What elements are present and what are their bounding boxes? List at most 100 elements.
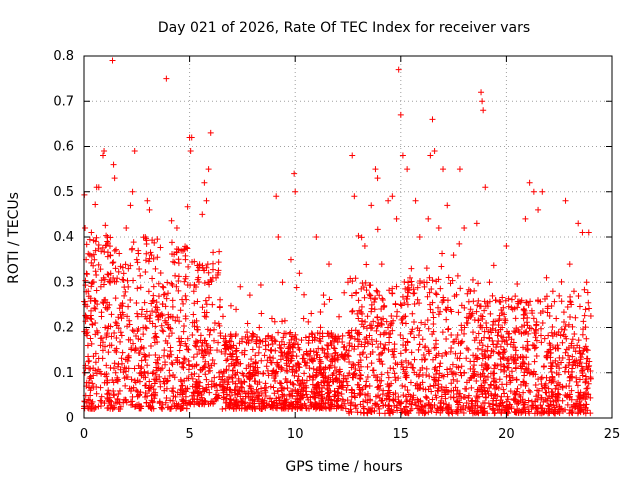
data-point (286, 401, 293, 408)
data-point (184, 335, 191, 342)
data-point (86, 357, 93, 364)
data-point (404, 293, 411, 300)
data-point (201, 280, 208, 287)
data-point (137, 405, 144, 412)
data-point (486, 385, 493, 392)
data-point (202, 297, 209, 304)
data-point-peak (486, 279, 493, 286)
data-point-peak (374, 175, 381, 182)
data-point (216, 322, 223, 329)
data-point (434, 367, 441, 374)
data-point-peak (214, 347, 221, 354)
data-point (119, 276, 126, 283)
data-point (336, 383, 343, 390)
data-point (157, 244, 164, 251)
data-point (355, 361, 362, 368)
data-point (201, 267, 208, 274)
data-point (534, 396, 541, 403)
data-point (431, 344, 438, 351)
data-point (263, 400, 270, 407)
data-point (458, 363, 465, 370)
data-point (158, 404, 165, 411)
data-point (178, 382, 185, 389)
data-point-peak (355, 297, 362, 304)
data-point-peak (148, 252, 155, 259)
data-point (429, 331, 436, 338)
data-point-peak (349, 152, 356, 159)
data-point (409, 364, 416, 371)
data-point (424, 317, 431, 324)
data-point (154, 338, 161, 345)
data-point (419, 371, 426, 378)
data-point-peak (146, 206, 153, 213)
data-point (133, 387, 140, 394)
data-point-peak (220, 383, 227, 390)
data-point (507, 379, 514, 386)
data-point (115, 390, 122, 397)
data-point (195, 279, 202, 286)
data-point (292, 398, 299, 405)
data-point (461, 304, 468, 311)
data-point (532, 334, 539, 341)
data-point (503, 404, 510, 411)
data-point (519, 406, 526, 413)
data-point (276, 344, 283, 351)
data-point (474, 345, 481, 352)
data-point (565, 344, 572, 351)
data-point (440, 294, 447, 301)
data-point (277, 380, 284, 387)
data-point (98, 309, 105, 316)
data-point (538, 339, 545, 346)
data-point (145, 288, 152, 295)
data-point (369, 348, 376, 355)
data-point (109, 405, 116, 412)
data-point-peak (138, 369, 145, 376)
data-point (131, 347, 138, 354)
data-point (461, 369, 468, 376)
data-point (172, 272, 179, 279)
data-point (159, 327, 166, 334)
data-point (163, 295, 170, 302)
data-point (155, 293, 162, 300)
data-point (316, 367, 323, 374)
data-point (473, 308, 480, 315)
data-point (463, 319, 470, 326)
data-point (146, 378, 153, 385)
data-point (143, 399, 150, 406)
data-point (354, 330, 361, 337)
data-point (499, 338, 506, 345)
data-point (379, 397, 386, 404)
data-point (486, 403, 493, 410)
data-point (125, 283, 132, 290)
data-point (481, 373, 488, 380)
data-point (558, 326, 565, 333)
data-point (569, 353, 576, 360)
data-point-peak (440, 166, 447, 173)
data-point (183, 405, 190, 412)
data-point (480, 366, 487, 373)
data-point (391, 370, 398, 377)
data-point (121, 364, 128, 371)
data-point (435, 381, 442, 388)
data-point (153, 309, 160, 316)
data-point (568, 396, 575, 403)
data-point-peak (338, 351, 345, 358)
data-point (414, 296, 421, 303)
data-point (309, 337, 316, 344)
data-point (229, 350, 236, 357)
data-point (433, 352, 440, 359)
data-point (437, 400, 444, 407)
data-point (314, 380, 321, 387)
data-point (364, 363, 371, 370)
data-point (422, 321, 429, 328)
data-point (101, 276, 108, 283)
data-point (147, 312, 154, 319)
data-point (264, 367, 271, 374)
data-point (209, 301, 216, 308)
data-point (392, 301, 399, 308)
data-point (339, 383, 346, 390)
data-point (237, 383, 244, 390)
data-point (198, 401, 205, 408)
data-point (380, 402, 387, 409)
data-point (290, 381, 297, 388)
